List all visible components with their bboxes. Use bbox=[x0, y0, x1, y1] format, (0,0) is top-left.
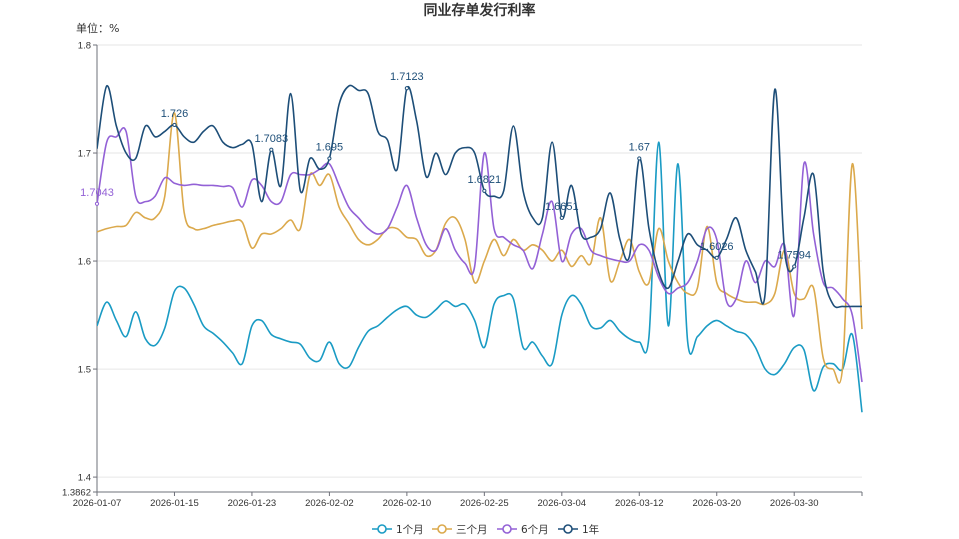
data-label: 1.7083 bbox=[254, 133, 288, 145]
legend-marker-4 bbox=[563, 524, 573, 534]
x-tick-label: 2026-01-23 bbox=[228, 498, 277, 509]
x-tick-label: 2026-02-10 bbox=[383, 498, 432, 509]
data-label: 1.7123 bbox=[390, 71, 424, 83]
data-label: 1.695 bbox=[316, 141, 344, 153]
x-tick-label: 2026-03-30 bbox=[770, 498, 819, 509]
series-line-1 bbox=[97, 141, 863, 413]
legend-marker-3 bbox=[502, 524, 512, 534]
legend-label-3: 6个月 bbox=[521, 524, 549, 536]
legend-label-4: 1年 bbox=[582, 523, 599, 536]
data-labels: 1.7043 1.726 1.7083 1.695 1.7123 1.6821 1.6651… bbox=[80, 71, 811, 269]
data-label: 1.67 bbox=[629, 141, 650, 153]
legend-marker-1 bbox=[377, 524, 387, 534]
series-line-2 bbox=[97, 112, 863, 384]
grid-lines bbox=[97, 44, 862, 478]
data-point-marker bbox=[637, 156, 642, 161]
legend-marker-2 bbox=[437, 524, 447, 534]
series-line-3 bbox=[97, 127, 863, 383]
data-label: 1.7043 bbox=[80, 187, 114, 199]
x-tick-label: 2026-01-07 bbox=[73, 498, 122, 509]
x-tick-label: 2026-02-25 bbox=[460, 498, 509, 509]
x-tick-label: 2026-03-04 bbox=[538, 498, 587, 509]
data-point-marker bbox=[327, 156, 332, 161]
data-label: 1.726 bbox=[161, 108, 189, 120]
data-point-marker bbox=[559, 215, 564, 220]
y-tick-label: 1.3862 bbox=[62, 488, 91, 499]
series-line-4 bbox=[97, 84, 862, 309]
y-tick-label: 1.8 bbox=[78, 41, 91, 52]
data-point-marker bbox=[172, 122, 177, 128]
x-tick-label: 2026-03-12 bbox=[615, 498, 664, 509]
chart-title: 同业存单发行利率 bbox=[424, 2, 536, 19]
unit-label: 单位：% bbox=[76, 21, 119, 35]
x-tick-label: 2026-02-02 bbox=[305, 498, 354, 509]
legend-label-2: 三个月 bbox=[456, 524, 488, 536]
data-point-marker bbox=[714, 255, 719, 260]
data-point-marker bbox=[792, 264, 797, 269]
series-lines bbox=[97, 84, 863, 413]
data-point-marker bbox=[94, 201, 100, 206]
y-tick-label: 1.6 bbox=[78, 257, 91, 268]
legend: 1个月 三个月 6个月 1年 bbox=[372, 523, 599, 536]
x-tick-label: 2026-03-20 bbox=[692, 498, 741, 509]
y-tick-label: 1.7 bbox=[78, 149, 91, 160]
data-label: 1.7594 bbox=[777, 249, 811, 261]
data-point-marker bbox=[404, 86, 409, 91]
y-tick-label: 1.5 bbox=[78, 365, 91, 376]
data-label: 1.6651 bbox=[545, 201, 579, 213]
data-point-marker bbox=[482, 188, 487, 193]
x-tick-label: 2026-01-15 bbox=[150, 498, 199, 509]
legend-label-1: 1个月 bbox=[396, 524, 424, 536]
data-label: 1.6821 bbox=[468, 174, 502, 186]
data-point-marker bbox=[269, 147, 274, 152]
y-tick-label: 1.4 bbox=[78, 473, 91, 484]
data-label: 1.6026 bbox=[700, 241, 734, 253]
axes: 1.3862 1.4 1.5 1.6 1.7 1.8 2026-01-07 2026-01-1… bbox=[62, 41, 863, 509]
